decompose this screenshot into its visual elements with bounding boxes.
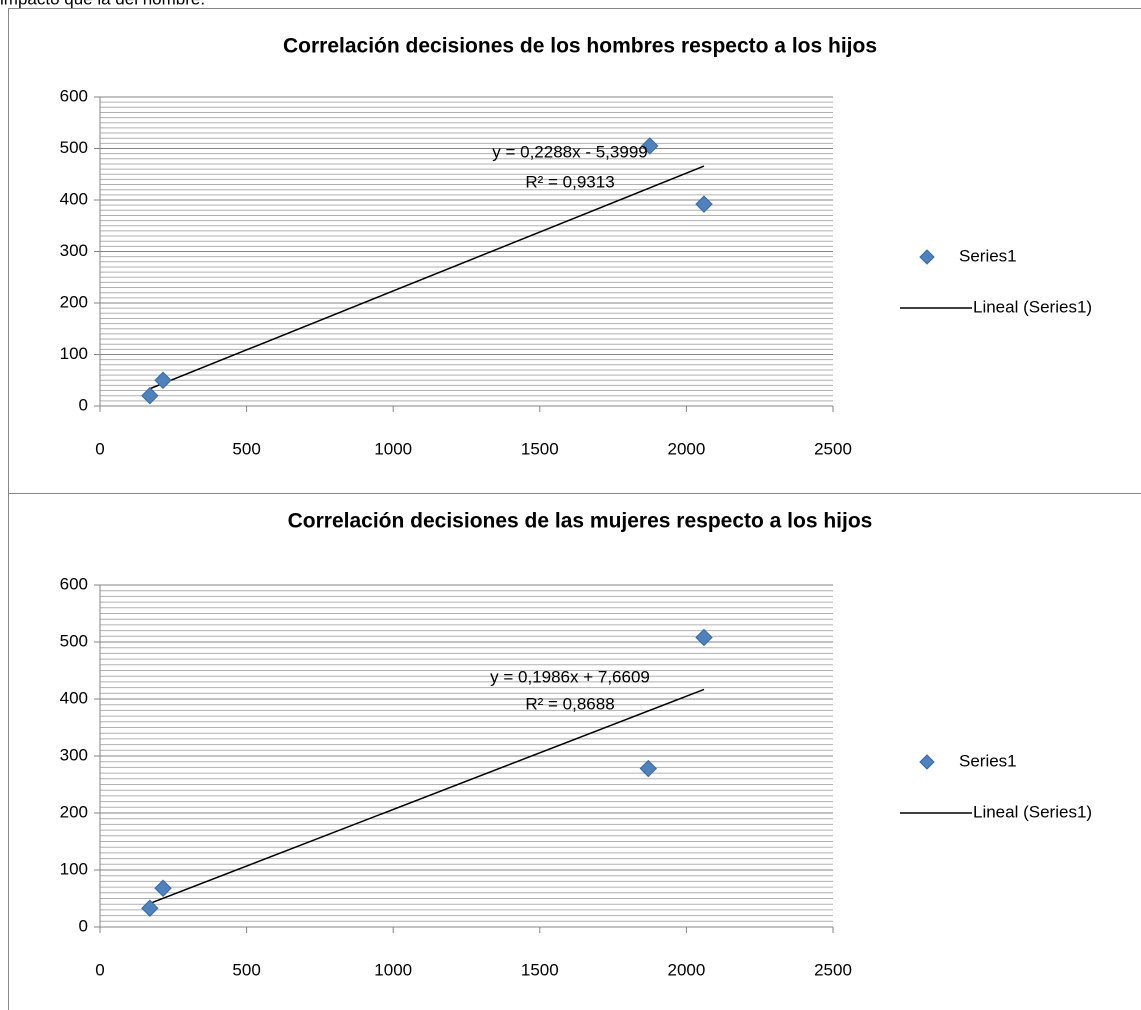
legend-marker [919, 249, 935, 265]
x-tick-label: 2500 [814, 439, 852, 458]
point [141, 386, 159, 405]
y-tick-label: 500 [60, 138, 88, 157]
point [154, 879, 172, 897]
x-tick-label: 0 [95, 439, 104, 458]
y-tick-label: 500 [60, 631, 88, 650]
chart-title: Correlación decisiones de los hombres re… [283, 35, 877, 58]
legend-marker [919, 754, 935, 770]
point [639, 759, 657, 778]
y-tick-label: 100 [60, 859, 88, 878]
x-tick-label: 1500 [521, 960, 559, 979]
legend-label: Series1 [959, 751, 1017, 770]
y-tick-label: 200 [60, 802, 88, 821]
trendline [149, 688, 705, 905]
x-tick-label: 0 [95, 960, 104, 979]
x-tick-label: 500 [232, 439, 260, 458]
x-tick-label: 1000 [374, 960, 412, 979]
y-tick-label: 600 [60, 86, 88, 105]
point [141, 899, 159, 917]
y-tick-label: 400 [60, 688, 88, 707]
y-tick-label: 100 [60, 344, 88, 363]
x-tick-label: 1500 [521, 439, 559, 458]
x-tick-label: 2000 [667, 439, 705, 458]
point [154, 371, 172, 389]
x-tick-label: 2500 [814, 960, 852, 979]
x-tick-label: 1000 [374, 439, 412, 458]
chart-title: Correlación decisiones de las mujeres re… [288, 510, 873, 533]
point [695, 628, 713, 647]
trendline [149, 165, 705, 390]
legend-label: Lineal (Series1) [973, 802, 1092, 821]
trendline-label: R² = 0,8688 [525, 694, 614, 713]
trendline-label: y = 0,2288x - 5,3999 [492, 142, 647, 161]
body-text: impacto que la del hombre. [0, 0, 205, 8]
legend-label: Series1 [959, 246, 1017, 265]
x-tick-label: 2000 [667, 960, 705, 979]
y-tick-label: 0 [79, 395, 88, 414]
chart-frame [8, 493, 1141, 1010]
y-tick-label: 600 [60, 574, 88, 593]
y-tick-label: 300 [60, 241, 88, 260]
x-tick-label: 500 [232, 960, 260, 979]
point [641, 137, 659, 155]
y-tick-label: 400 [60, 189, 88, 208]
legend-label: Lineal (Series1) [973, 297, 1092, 316]
y-tick-label: 200 [60, 292, 88, 311]
y-tick-label: 300 [60, 745, 88, 764]
trendline-label: R² = 0,9313 [525, 172, 614, 191]
point [695, 195, 713, 213]
trendline-label: y = 0,1986x + 7,6609 [490, 667, 650, 686]
y-tick-label: 0 [79, 916, 88, 935]
